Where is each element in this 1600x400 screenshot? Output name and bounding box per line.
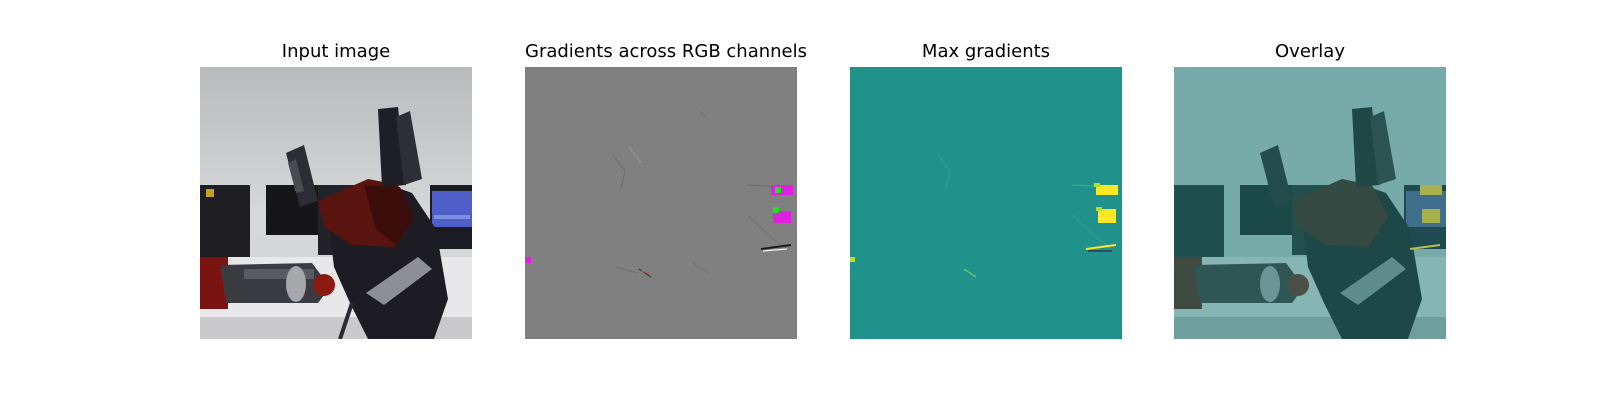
overlay-image (1174, 67, 1446, 339)
overlay-title: Overlay (1275, 41, 1345, 62)
max-gradient-heatmap (850, 67, 1122, 339)
gradient-overlay-photo (1174, 67, 1446, 339)
input-image-title: Input image (281, 41, 391, 62)
max-gradients-image (850, 67, 1122, 339)
rgb-gradients-image (525, 67, 797, 339)
max-gradients-title: Max gradients (921, 41, 1051, 62)
robot-arm-photo (200, 67, 472, 339)
rgb-gradient-map (525, 67, 797, 339)
rgb-gradients-title: Gradients across RGB channels (525, 41, 807, 62)
input-image (200, 67, 472, 339)
